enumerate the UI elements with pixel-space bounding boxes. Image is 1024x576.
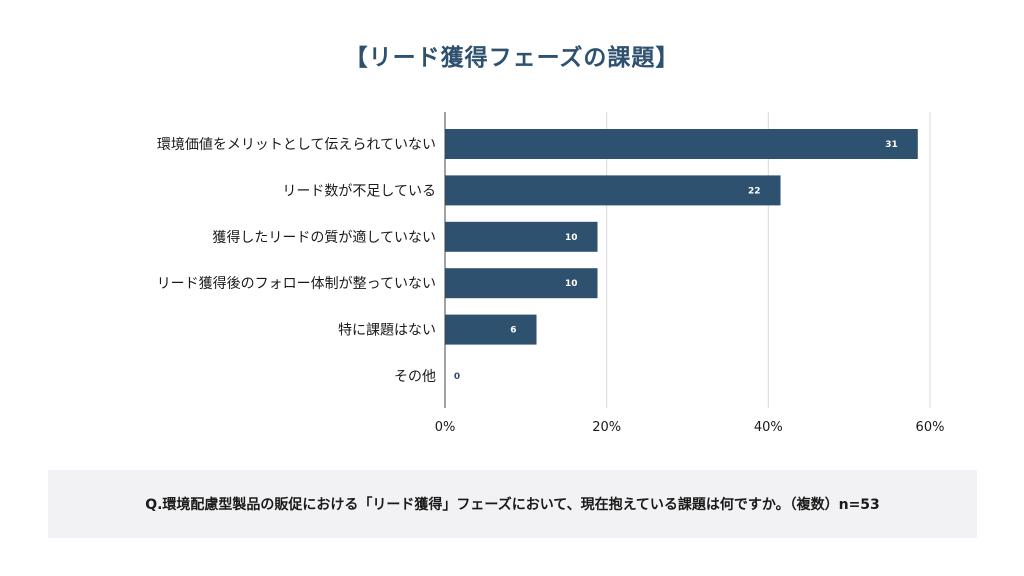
x-tick-label: 20%	[592, 420, 621, 435]
bar	[445, 175, 781, 206]
category-label: その他	[394, 369, 436, 385]
data-label: 10	[565, 233, 578, 243]
bar	[445, 129, 918, 159]
data-label: 31	[885, 140, 898, 150]
category-label: 獲得したリードの質が適していない	[212, 229, 436, 246]
category-label: 特に課題はない	[338, 323, 436, 339]
chart-title: 【リード獲得フェーズの課題】	[344, 45, 680, 71]
bar	[445, 268, 598, 299]
x-tick-label: 60%	[916, 420, 945, 435]
x-tick-label: 40%	[754, 420, 783, 435]
category-label: 環境価値をメリットとして伝えられていない	[157, 137, 436, 153]
category-label: リード獲得後のフォロー体制が整っていない	[157, 275, 436, 292]
survey-question-note: Q.環境配慮型製品の販促における「リード獲得」フェーズにおいて、現在抱えている課…	[48, 470, 977, 538]
data-label: 10	[565, 279, 578, 289]
data-label: 6	[510, 326, 516, 336]
bar	[445, 314, 537, 345]
category-label: リード数が不足している	[282, 183, 436, 199]
data-label: 22	[748, 186, 761, 196]
bar	[445, 221, 598, 252]
data-label: 0	[454, 372, 460, 382]
bar-chart: 環境価値をメリットとして伝えられていない 31 リード数が不足している 22 獲得したリ…	[157, 112, 945, 435]
survey-question-text: Q.環境配慮型製品の販促における「リード獲得」フェーズにおいて、現在抱えている課…	[145, 497, 880, 513]
x-tick-label: 0%	[435, 420, 456, 435]
